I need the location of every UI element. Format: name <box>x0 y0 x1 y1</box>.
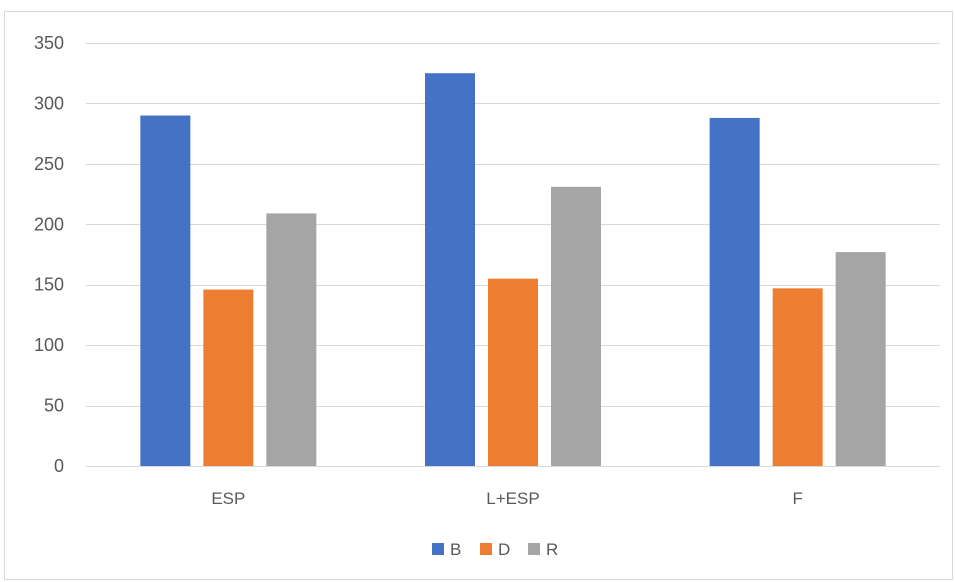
x-category-label: ESP <box>211 489 245 508</box>
bars <box>140 73 886 466</box>
bar-d-l-esp <box>488 278 538 466</box>
x-axis-category-labels: ESP L+ESP F <box>211 489 803 508</box>
y-tick-label: 350 <box>34 33 64 53</box>
y-tick-label: 50 <box>44 396 64 416</box>
bar-d-f <box>772 288 823 466</box>
bar-r-l-esp <box>551 186 601 466</box>
legend-label-d: D <box>498 540 510 559</box>
y-tick-label: 200 <box>34 214 64 234</box>
legend-swatch-b <box>432 543 444 555</box>
bar-b-esp <box>140 115 191 466</box>
bar-r-esp <box>266 213 317 466</box>
y-tick-label: 300 <box>34 93 64 113</box>
y-tick-label: 100 <box>34 335 64 355</box>
y-tick-label: 150 <box>34 275 64 295</box>
x-category-label: L+ESP <box>486 489 539 508</box>
y-tick-label: 0 <box>54 456 64 476</box>
legend-swatch-d <box>480 543 492 555</box>
bar-d-esp <box>203 289 254 466</box>
legend-label-b: B <box>450 540 461 559</box>
legend-label-r: R <box>546 540 558 559</box>
y-axis-tick-labels: 0 50 100 150 200 250 300 350 <box>34 33 64 476</box>
bar-b-l-esp <box>425 73 475 466</box>
y-tick-label: 250 <box>34 154 64 174</box>
x-category-label: F <box>792 489 802 508</box>
bar-r-f <box>835 252 886 466</box>
bar-b-f <box>709 117 760 466</box>
legend-swatch-r <box>528 543 540 555</box>
